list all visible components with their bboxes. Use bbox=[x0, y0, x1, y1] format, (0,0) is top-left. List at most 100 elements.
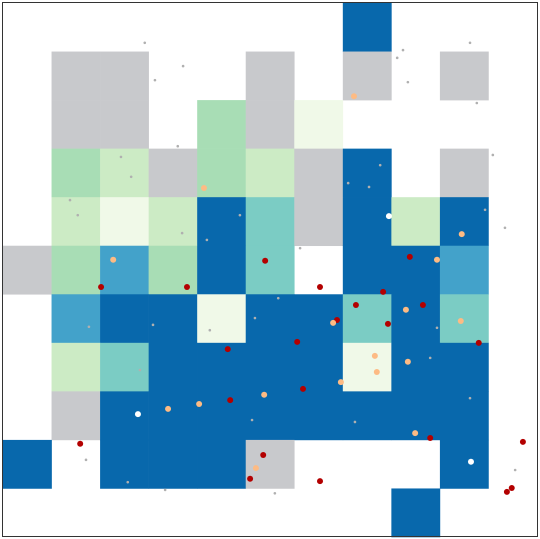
scatter-point bbox=[176, 144, 180, 148]
heatmap-cell bbox=[51, 245, 101, 295]
heatmap-cell bbox=[391, 488, 441, 538]
heatmap-cell bbox=[342, 245, 392, 295]
scatter-point bbox=[435, 326, 439, 330]
scatter-point bbox=[134, 411, 141, 418]
heatmap-cell bbox=[51, 197, 101, 247]
scatter-point bbox=[367, 185, 371, 189]
heatmap-cell bbox=[439, 439, 489, 489]
heatmap-cell bbox=[439, 51, 489, 101]
scatter-point bbox=[180, 231, 184, 235]
scatter-point bbox=[200, 184, 207, 191]
heatmap-cell bbox=[148, 294, 198, 344]
heatmap-cell bbox=[245, 439, 295, 489]
heatmap-cell bbox=[148, 439, 198, 489]
heatmap-cell bbox=[391, 197, 441, 247]
heatmap-cell bbox=[439, 245, 489, 295]
scatter-point bbox=[380, 288, 387, 295]
scatter-point bbox=[508, 484, 515, 491]
scatter-point bbox=[84, 458, 88, 462]
heatmap-cell bbox=[245, 391, 295, 441]
heatmap-cell bbox=[245, 197, 295, 247]
scatter-point bbox=[371, 352, 378, 359]
heatmap-cell bbox=[342, 391, 392, 441]
scatter-point bbox=[129, 175, 133, 179]
scatter-point bbox=[208, 328, 212, 332]
heatmap-cell bbox=[294, 100, 344, 149]
scatter-point bbox=[513, 468, 517, 472]
heatmap-cell bbox=[391, 294, 441, 344]
scatter-point bbox=[406, 80, 410, 84]
scatter-point bbox=[402, 306, 409, 313]
heatmap-cell bbox=[197, 100, 247, 149]
heatmap-cell bbox=[197, 197, 247, 247]
heatmap-cell bbox=[294, 342, 344, 392]
heatmap-cell bbox=[100, 51, 149, 101]
scatter-point bbox=[503, 226, 507, 230]
scatter-points bbox=[68, 41, 526, 495]
heatmap-cell bbox=[342, 148, 392, 198]
heatmap-cell bbox=[391, 245, 441, 295]
scatter-point bbox=[317, 478, 324, 485]
heatmap-cell bbox=[245, 342, 295, 392]
scatter-point bbox=[419, 301, 426, 308]
heatmap-cell bbox=[245, 148, 295, 198]
scatter-point bbox=[260, 451, 267, 458]
scatter-point bbox=[68, 198, 72, 202]
scatter-point bbox=[519, 438, 526, 445]
heatmap-cell bbox=[197, 391, 247, 441]
heatmap-cell bbox=[100, 100, 149, 149]
scatter-point bbox=[346, 181, 350, 185]
scatter-point bbox=[457, 317, 464, 324]
scatter-point bbox=[352, 301, 359, 308]
scatter-point bbox=[238, 213, 242, 217]
heatmap-cell bbox=[197, 245, 247, 295]
heatmap-cell bbox=[100, 294, 149, 344]
scatter-point bbox=[183, 283, 190, 290]
scatter-point bbox=[119, 155, 123, 159]
scatter-point bbox=[468, 41, 472, 45]
scatter-point bbox=[76, 213, 80, 217]
heatmap-cell bbox=[100, 342, 149, 392]
heatmap-cell bbox=[100, 148, 149, 198]
scatter-point bbox=[224, 346, 231, 353]
scatter-point bbox=[337, 379, 344, 386]
scatter-point bbox=[138, 368, 142, 372]
heatmap-cell bbox=[3, 245, 52, 295]
scatter-point bbox=[378, 163, 382, 167]
heatmap-cell bbox=[294, 197, 344, 247]
heatmap-cell bbox=[439, 342, 489, 392]
scatter-point bbox=[143, 41, 147, 45]
scatter-point bbox=[126, 480, 130, 484]
heatmap-cell bbox=[148, 148, 198, 198]
scatter-point bbox=[503, 488, 510, 495]
heatmap-cells bbox=[3, 3, 489, 538]
scatter-point bbox=[395, 56, 399, 60]
scatter-point bbox=[261, 391, 268, 398]
scatter-point bbox=[294, 338, 301, 345]
heatmap-cell bbox=[100, 245, 149, 295]
scatter-point bbox=[491, 153, 495, 157]
scatter-point bbox=[404, 358, 411, 365]
heatmap-cell bbox=[197, 439, 247, 489]
scatter-point bbox=[475, 101, 479, 105]
heatmap-cell bbox=[439, 294, 489, 344]
scatter-point bbox=[300, 385, 307, 392]
scatter-point bbox=[252, 465, 259, 472]
scatter-point bbox=[350, 93, 357, 100]
heatmap-cell bbox=[100, 439, 149, 489]
scatter-point bbox=[330, 319, 337, 326]
heatmap-cell bbox=[197, 342, 247, 392]
scatter-point bbox=[163, 488, 167, 492]
scatter-point bbox=[98, 283, 105, 290]
heatmap-cell bbox=[100, 197, 149, 247]
scatter-point bbox=[401, 48, 405, 52]
scatter-point bbox=[276, 296, 280, 300]
heatmap-cell bbox=[51, 391, 101, 441]
scatter-point bbox=[298, 246, 302, 250]
heatmap-cell bbox=[245, 100, 295, 149]
scatter-point bbox=[406, 253, 413, 260]
scatter-point bbox=[353, 420, 357, 424]
heatmap-cell bbox=[342, 3, 392, 52]
scatter-point bbox=[385, 213, 392, 220]
